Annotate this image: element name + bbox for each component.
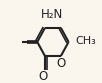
Text: O: O [56,57,65,69]
Text: CH₃: CH₃ [75,36,96,46]
Text: H₂N: H₂N [41,8,63,21]
Text: O: O [39,70,48,83]
